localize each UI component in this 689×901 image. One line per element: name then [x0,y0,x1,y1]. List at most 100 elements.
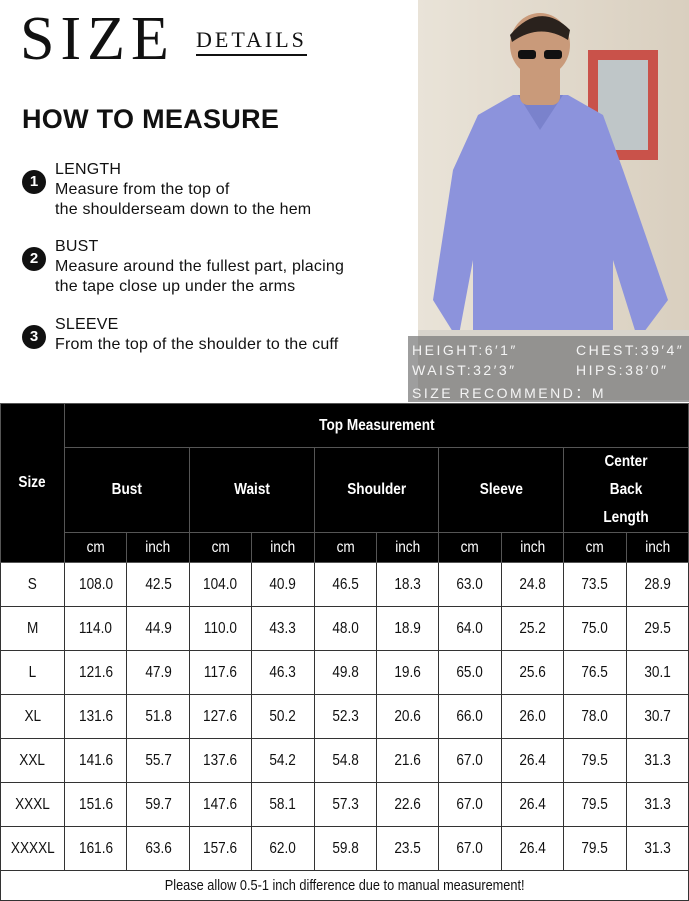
value-cell: 44.9 [126,606,190,651]
value-cell: 20.6 [375,694,440,739]
value-cell: 151.6 [63,782,128,827]
value-cell: 127.6 [188,694,253,739]
value-cell: 76.5 [563,650,627,695]
value-cell: 54.8 [313,738,377,783]
column-header: Shoulder [313,447,440,533]
value-cell: 65.0 [438,650,502,695]
model-chest: CHEST:39′4″ [576,342,685,358]
step-description: the shoulderseam down to the hem [55,201,312,218]
value-cell: 26.0 [500,694,565,739]
value-cell: 30.7 [625,694,689,739]
footnote: Please allow 0.5-1 inch difference due t… [0,870,689,901]
value-cell: 30.1 [625,650,689,695]
value-cell: 104.0 [188,562,253,607]
unit-header: cm [188,532,253,563]
size-title: SIZE [20,5,175,73]
value-cell: 59.8 [313,826,377,871]
table-row: XL 131.6 51.8 127.6 50.2 52.3 20.6 66.0 26.0 78.0… [0,694,689,739]
value-cell: 31.3 [625,782,689,827]
column-header: Bust [64,447,190,533]
value-cell: 79.5 [563,782,627,827]
table-row: M 114.0 44.9 110.0 43.3 48.0 18.9 64.0 25.2 75.0 2… [0,606,689,651]
value-cell: 43.3 [251,606,315,651]
value-cell: 147.6 [188,782,253,827]
value-cell: 58.1 [251,782,315,827]
table-row: XXXL 151.6 59.7 147.6 58.1 57.3 22.6 67.0 26.4 79… [0,782,689,827]
unit-header: cm [438,532,502,563]
value-cell: 52.3 [313,694,377,739]
value-cell: 121.6 [63,650,128,695]
value-cell: 46.3 [251,650,315,695]
value-cell: 59.7 [126,782,190,827]
value-cell: 40.9 [251,562,315,607]
value-cell: 48.0 [313,606,377,651]
value-cell: 137.6 [188,738,253,783]
value-cell: 25.6 [500,650,565,695]
value-cell: 18.9 [375,606,440,651]
column-header: Center Back Length [563,447,689,533]
size-cell: XL [0,694,65,739]
value-cell: 28.9 [625,562,689,607]
value-cell: 131.6 [63,694,128,739]
value-cell: 141.6 [63,738,128,783]
value-cell: 23.5 [375,826,440,871]
size-cell: XXXXL [0,826,65,871]
step-description: From the top of the shoulder to the cuff [55,336,339,353]
value-cell: 18.3 [375,562,440,607]
value-cell: 67.0 [438,782,502,827]
step-description: the tape close up under the arms [55,278,296,295]
value-cell: 79.5 [563,826,627,871]
value-cell: 25.2 [500,606,565,651]
value-cell: 67.0 [438,826,502,871]
step-number-icon: 2 [22,247,46,271]
model-waist: WAIST:32′3″ [412,362,517,378]
size-cell: XXL [0,738,65,783]
value-cell: 19.6 [375,650,440,695]
column-header: Sleeve [438,447,565,533]
unit-header: inch [625,532,689,563]
step-number-icon: 3 [22,325,46,349]
unit-header: inch [251,532,315,563]
value-cell: 31.3 [625,738,689,783]
unit-header: cm [63,532,128,563]
size-column-header: Size [0,403,65,563]
unit-header: cm [313,532,377,563]
value-cell: 64.0 [438,606,502,651]
value-cell: 51.8 [126,694,190,739]
size-recommend: SIZE RECOMMEND：M [412,385,606,401]
step-description: Measure from the top of [55,181,230,198]
value-cell: 26.4 [500,782,565,827]
value-cell: 117.6 [188,650,253,695]
value-cell: 161.6 [63,826,128,871]
value-cell: 26.4 [500,738,565,783]
step-title: SLEEVE [55,316,119,333]
unit-header: inch [375,532,440,563]
value-cell: 114.0 [63,606,128,651]
value-cell: 66.0 [438,694,502,739]
value-cell: 110.0 [188,606,253,651]
value-cell: 29.5 [625,606,689,651]
unit-header: cm [563,532,627,563]
size-table: Size Top Measurement Bust Waist Shoulder Slee… [0,403,689,901]
step-title: BUST [55,238,99,255]
value-cell: 63.6 [126,826,190,871]
table-row: XXL 141.6 55.7 137.6 54.2 54.8 21.6 67.0 26.4 79.… [0,738,689,783]
step-title: LENGTH [55,161,122,178]
table-row: XXXXL 161.6 63.6 157.6 62.0 59.8 23.5 67.0 26.4 7… [0,826,689,871]
value-cell: 31.3 [625,826,689,871]
value-cell: 57.3 [313,782,377,827]
value-cell: 78.0 [563,694,627,739]
size-cell: S [0,562,65,607]
model-info-overlay: HEIGHT:6′1″ CHEST:39′4″ WAIST:32′3″ HIPS… [408,336,689,402]
unit-header: inch [500,532,565,563]
size-cell: XXXL [0,782,65,827]
value-cell: 21.6 [375,738,440,783]
value-cell: 46.5 [313,562,377,607]
value-cell: 75.0 [563,606,627,651]
value-cell: 62.0 [251,826,315,871]
size-cell: M [0,606,65,651]
value-cell: 50.2 [251,694,315,739]
value-cell: 73.5 [563,562,627,607]
size-cell: L [0,650,65,695]
value-cell: 79.5 [563,738,627,783]
